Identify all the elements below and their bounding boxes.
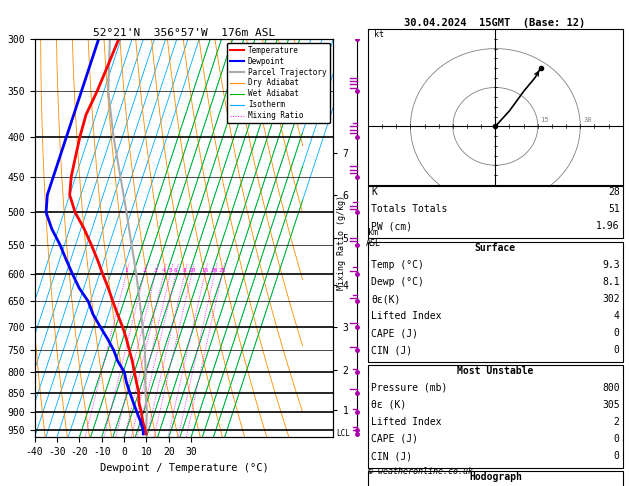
Text: CIN (J): CIN (J) — [371, 451, 412, 461]
Text: Mixing Ratio (g/kg): Mixing Ratio (g/kg) — [337, 195, 346, 291]
Text: 0: 0 — [614, 328, 620, 338]
Text: 28: 28 — [608, 187, 620, 197]
Text: 8: 8 — [182, 268, 186, 273]
Text: 15: 15 — [541, 118, 549, 123]
Text: Pressure (mb): Pressure (mb) — [371, 383, 447, 393]
Text: 15: 15 — [201, 268, 209, 273]
Title: 52°21'N  356°57'W  176m ASL: 52°21'N 356°57'W 176m ASL — [93, 28, 275, 38]
Text: 51: 51 — [608, 204, 620, 214]
Text: 1: 1 — [125, 268, 128, 273]
Text: kt: kt — [374, 30, 384, 39]
Y-axis label: km
ASL: km ASL — [366, 228, 381, 248]
Text: 0: 0 — [614, 345, 620, 355]
Text: 30.04.2024  15GMT  (Base: 12): 30.04.2024 15GMT (Base: 12) — [404, 18, 586, 28]
Text: θε (K): θε (K) — [371, 400, 406, 410]
Text: 305: 305 — [602, 400, 620, 410]
Text: 302: 302 — [602, 294, 620, 304]
Text: © weatheronline.co.uk: © weatheronline.co.uk — [368, 467, 473, 476]
Text: 800: 800 — [602, 383, 620, 393]
Text: 30: 30 — [583, 118, 592, 123]
Text: Dewp (°C): Dewp (°C) — [371, 277, 424, 287]
Text: 3: 3 — [153, 268, 157, 273]
Text: CAPE (J): CAPE (J) — [371, 328, 418, 338]
Text: Lifted Index: Lifted Index — [371, 417, 442, 427]
Text: K: K — [371, 187, 377, 197]
Text: PW (cm): PW (cm) — [371, 221, 412, 231]
Text: θε(K): θε(K) — [371, 294, 401, 304]
Text: CIN (J): CIN (J) — [371, 345, 412, 355]
Text: Most Unstable: Most Unstable — [457, 366, 533, 376]
Text: 2: 2 — [614, 417, 620, 427]
Text: Totals Totals: Totals Totals — [371, 204, 447, 214]
Text: 2: 2 — [142, 268, 146, 273]
Text: 4: 4 — [614, 311, 620, 321]
Text: 5: 5 — [169, 268, 172, 273]
Text: 1.96: 1.96 — [596, 221, 620, 231]
Text: Hodograph: Hodograph — [469, 472, 522, 482]
Text: 6: 6 — [174, 268, 177, 273]
Text: 20: 20 — [211, 268, 218, 273]
Text: 0: 0 — [614, 451, 620, 461]
Text: 25: 25 — [218, 268, 226, 273]
X-axis label: Dewpoint / Temperature (°C): Dewpoint / Temperature (°C) — [99, 463, 269, 473]
Text: 0: 0 — [614, 434, 620, 444]
Text: 8.1: 8.1 — [602, 277, 620, 287]
Text: Lifted Index: Lifted Index — [371, 311, 442, 321]
Y-axis label: hPa: hPa — [0, 229, 2, 247]
Legend: Temperature, Dewpoint, Parcel Trajectory, Dry Adiabat, Wet Adiabat, Isotherm, Mi: Temperature, Dewpoint, Parcel Trajectory… — [227, 43, 330, 123]
Text: 4: 4 — [162, 268, 165, 273]
Text: Surface: Surface — [475, 243, 516, 253]
Text: Temp (°C): Temp (°C) — [371, 260, 424, 270]
Text: LCL: LCL — [337, 429, 350, 438]
Text: 10: 10 — [188, 268, 196, 273]
Text: CAPE (J): CAPE (J) — [371, 434, 418, 444]
Text: 9.3: 9.3 — [602, 260, 620, 270]
